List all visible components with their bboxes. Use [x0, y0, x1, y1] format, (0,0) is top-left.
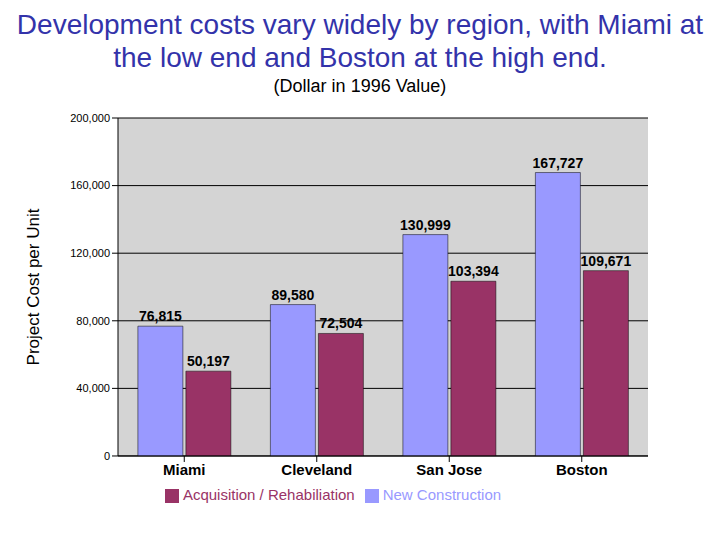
html-text:New Construction: New Construction [382, 486, 502, 503]
svg-text:Miami: Miami [163, 461, 206, 478]
svg-text:Cleveland: Cleveland [281, 461, 352, 478]
svg-text:200,000: 200,000 [70, 112, 110, 124]
html-text:Development costs vary widely: Development costs vary widely by region,… [16, 9, 704, 73]
svg-text:72,504: 72,504 [319, 315, 362, 331]
svg-text:Project Cost per Unit: Project Cost per Unit [24, 208, 43, 365]
svg-text:89,580: 89,580 [271, 287, 314, 303]
svg-text:160,000: 160,000 [70, 179, 110, 191]
svg-text:Boston: Boston [556, 461, 608, 478]
svg-text:120,000: 120,000 [70, 247, 110, 259]
html-text:Acquisition / Rehabiliation: Acquisition / Rehabiliation [182, 486, 355, 503]
svg-text:109,671: 109,671 [581, 253, 632, 269]
svg-text:103,394: 103,394 [448, 263, 499, 279]
svg-text:50,197: 50,197 [187, 353, 230, 369]
svg-text:San Jose: San Jose [416, 461, 482, 478]
svg-text:80,000: 80,000 [76, 315, 110, 327]
svg-text:40,000: 40,000 [76, 382, 110, 394]
svg-text:130,999: 130,999 [400, 217, 451, 233]
html-text:(Dollar in 1996 Value): (Dollar in 1996 Value) [273, 76, 447, 96]
svg-text:0: 0 [104, 450, 110, 462]
svg-text:167,727: 167,727 [533, 155, 584, 171]
svg-text:76,815: 76,815 [139, 308, 182, 324]
